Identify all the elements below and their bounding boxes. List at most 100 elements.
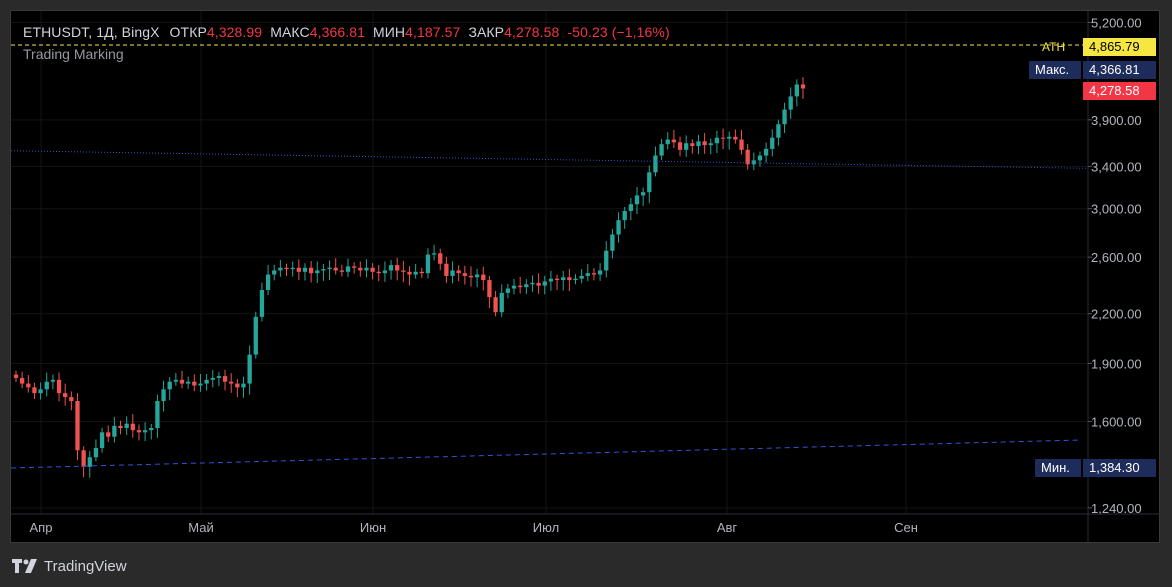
candle-body — [241, 383, 246, 388]
candle-body — [32, 387, 37, 394]
candle-body — [118, 425, 123, 428]
candle-body — [395, 265, 400, 271]
candle-body — [616, 220, 621, 235]
candle-body — [75, 401, 80, 451]
candle-body — [235, 383, 240, 388]
candle-body — [50, 379, 56, 382]
candle-body — [272, 270, 277, 275]
candle-body — [751, 160, 756, 165]
resistance-trendline[interactable] — [11, 150, 1089, 169]
y-tick-label: 3,000.00 — [1091, 202, 1142, 217]
chart-panel[interactable]: 5,200.00 3,900.00 3,400.00 3,000.00 2,600.00… — [10, 10, 1161, 544]
y-tick-label: 3,900.00 — [1091, 113, 1142, 128]
candle-body — [370, 267, 375, 272]
candle-body — [591, 273, 597, 275]
candle-body — [19, 377, 25, 384]
ath-label: ATH — [1042, 40, 1066, 54]
candle-body — [567, 277, 572, 281]
candle-body — [333, 267, 338, 271]
max-price-tag: 4,366.81 — [1083, 61, 1156, 79]
candle-body — [739, 139, 744, 150]
candle-body — [192, 381, 197, 386]
candle-body — [671, 139, 677, 143]
support-trendline[interactable] — [11, 439, 1079, 469]
candle-body — [364, 267, 369, 271]
tradingview-brand[interactable]: TradingView — [12, 555, 127, 577]
candle-body — [339, 270, 345, 272]
candle-body — [776, 124, 781, 138]
candle-body — [99, 432, 105, 448]
candle-body — [542, 281, 547, 286]
y-tick-label: 2,600.00 — [1091, 250, 1142, 265]
x-tick-label: Июн — [360, 520, 386, 535]
high-label: МАКС — [270, 24, 310, 40]
candle-body — [487, 280, 492, 298]
candle-body — [690, 143, 695, 147]
candle-body — [714, 137, 720, 144]
candle-body — [493, 297, 498, 313]
candle-body — [659, 144, 664, 156]
candle-body — [204, 379, 209, 384]
candle-body — [585, 273, 590, 276]
chart-canvas[interactable]: 5,200.00 3,900.00 3,400.00 3,000.00 2,600.00… — [11, 11, 1161, 544]
candle-body — [696, 141, 701, 147]
candle-body — [757, 155, 763, 161]
candle-body — [548, 278, 554, 282]
candle-body — [93, 447, 99, 458]
candle-body — [401, 270, 406, 272]
candle-body — [253, 316, 258, 355]
candle-body — [247, 354, 252, 384]
candle-body — [425, 254, 431, 274]
candle-body — [290, 267, 295, 270]
candle-body — [800, 84, 806, 89]
candle-body — [518, 285, 523, 288]
candle-body — [444, 263, 449, 276]
candle-body — [352, 266, 357, 268]
candle-body — [407, 271, 412, 275]
candle-body — [69, 397, 74, 402]
candle-body — [462, 273, 467, 276]
candle-body — [763, 148, 769, 156]
tradingview-logo-icon — [12, 559, 37, 573]
candle-body — [727, 136, 732, 139]
candle-body — [604, 250, 609, 271]
ath-price-tag: 4,865.79 — [1083, 38, 1156, 56]
candle-body — [745, 149, 750, 165]
candle-body — [142, 430, 148, 433]
candle-body — [720, 137, 726, 139]
x-tick-label: Сен — [894, 520, 918, 535]
candle-body — [315, 270, 320, 274]
candle-body — [155, 401, 160, 428]
candle-body — [647, 172, 652, 193]
y-tick-label: 2,200.00 — [1091, 307, 1142, 322]
candle-body — [419, 271, 424, 274]
candle-body — [794, 84, 800, 97]
candle-body — [161, 389, 166, 402]
candle-body — [536, 282, 541, 286]
candle-body — [708, 143, 713, 146]
ohlc-legend: ETHUSDT, 1Д, BingX ОТКР4,328.99 МАКС4,36… — [23, 24, 670, 40]
candle-body — [278, 267, 283, 271]
candle-body — [26, 383, 31, 388]
candle-body — [56, 379, 62, 394]
candle-body — [782, 109, 787, 125]
open-value: 4,328.99 — [206, 24, 263, 40]
candle-body — [284, 267, 289, 270]
candle-body — [149, 427, 154, 431]
candle-body — [229, 381, 234, 384]
candle-body — [573, 278, 578, 281]
min-label: Мин. — [1035, 459, 1081, 477]
candle-body — [308, 267, 314, 274]
candle-body — [622, 210, 627, 221]
y-tick-label: 5,200.00 — [1091, 15, 1142, 30]
candle-body — [684, 143, 689, 150]
candle-body — [376, 271, 381, 274]
candle-body — [63, 393, 68, 398]
candle-body — [327, 267, 332, 270]
symbol-label[interactable]: ETHUSDT, 1Д, BingX — [23, 24, 160, 40]
candle-body — [474, 274, 480, 278]
candle-body — [597, 270, 603, 275]
candle-body — [106, 432, 111, 437]
indicator-label[interactable]: Trading Marking — [23, 46, 124, 62]
candle-body — [665, 139, 670, 145]
